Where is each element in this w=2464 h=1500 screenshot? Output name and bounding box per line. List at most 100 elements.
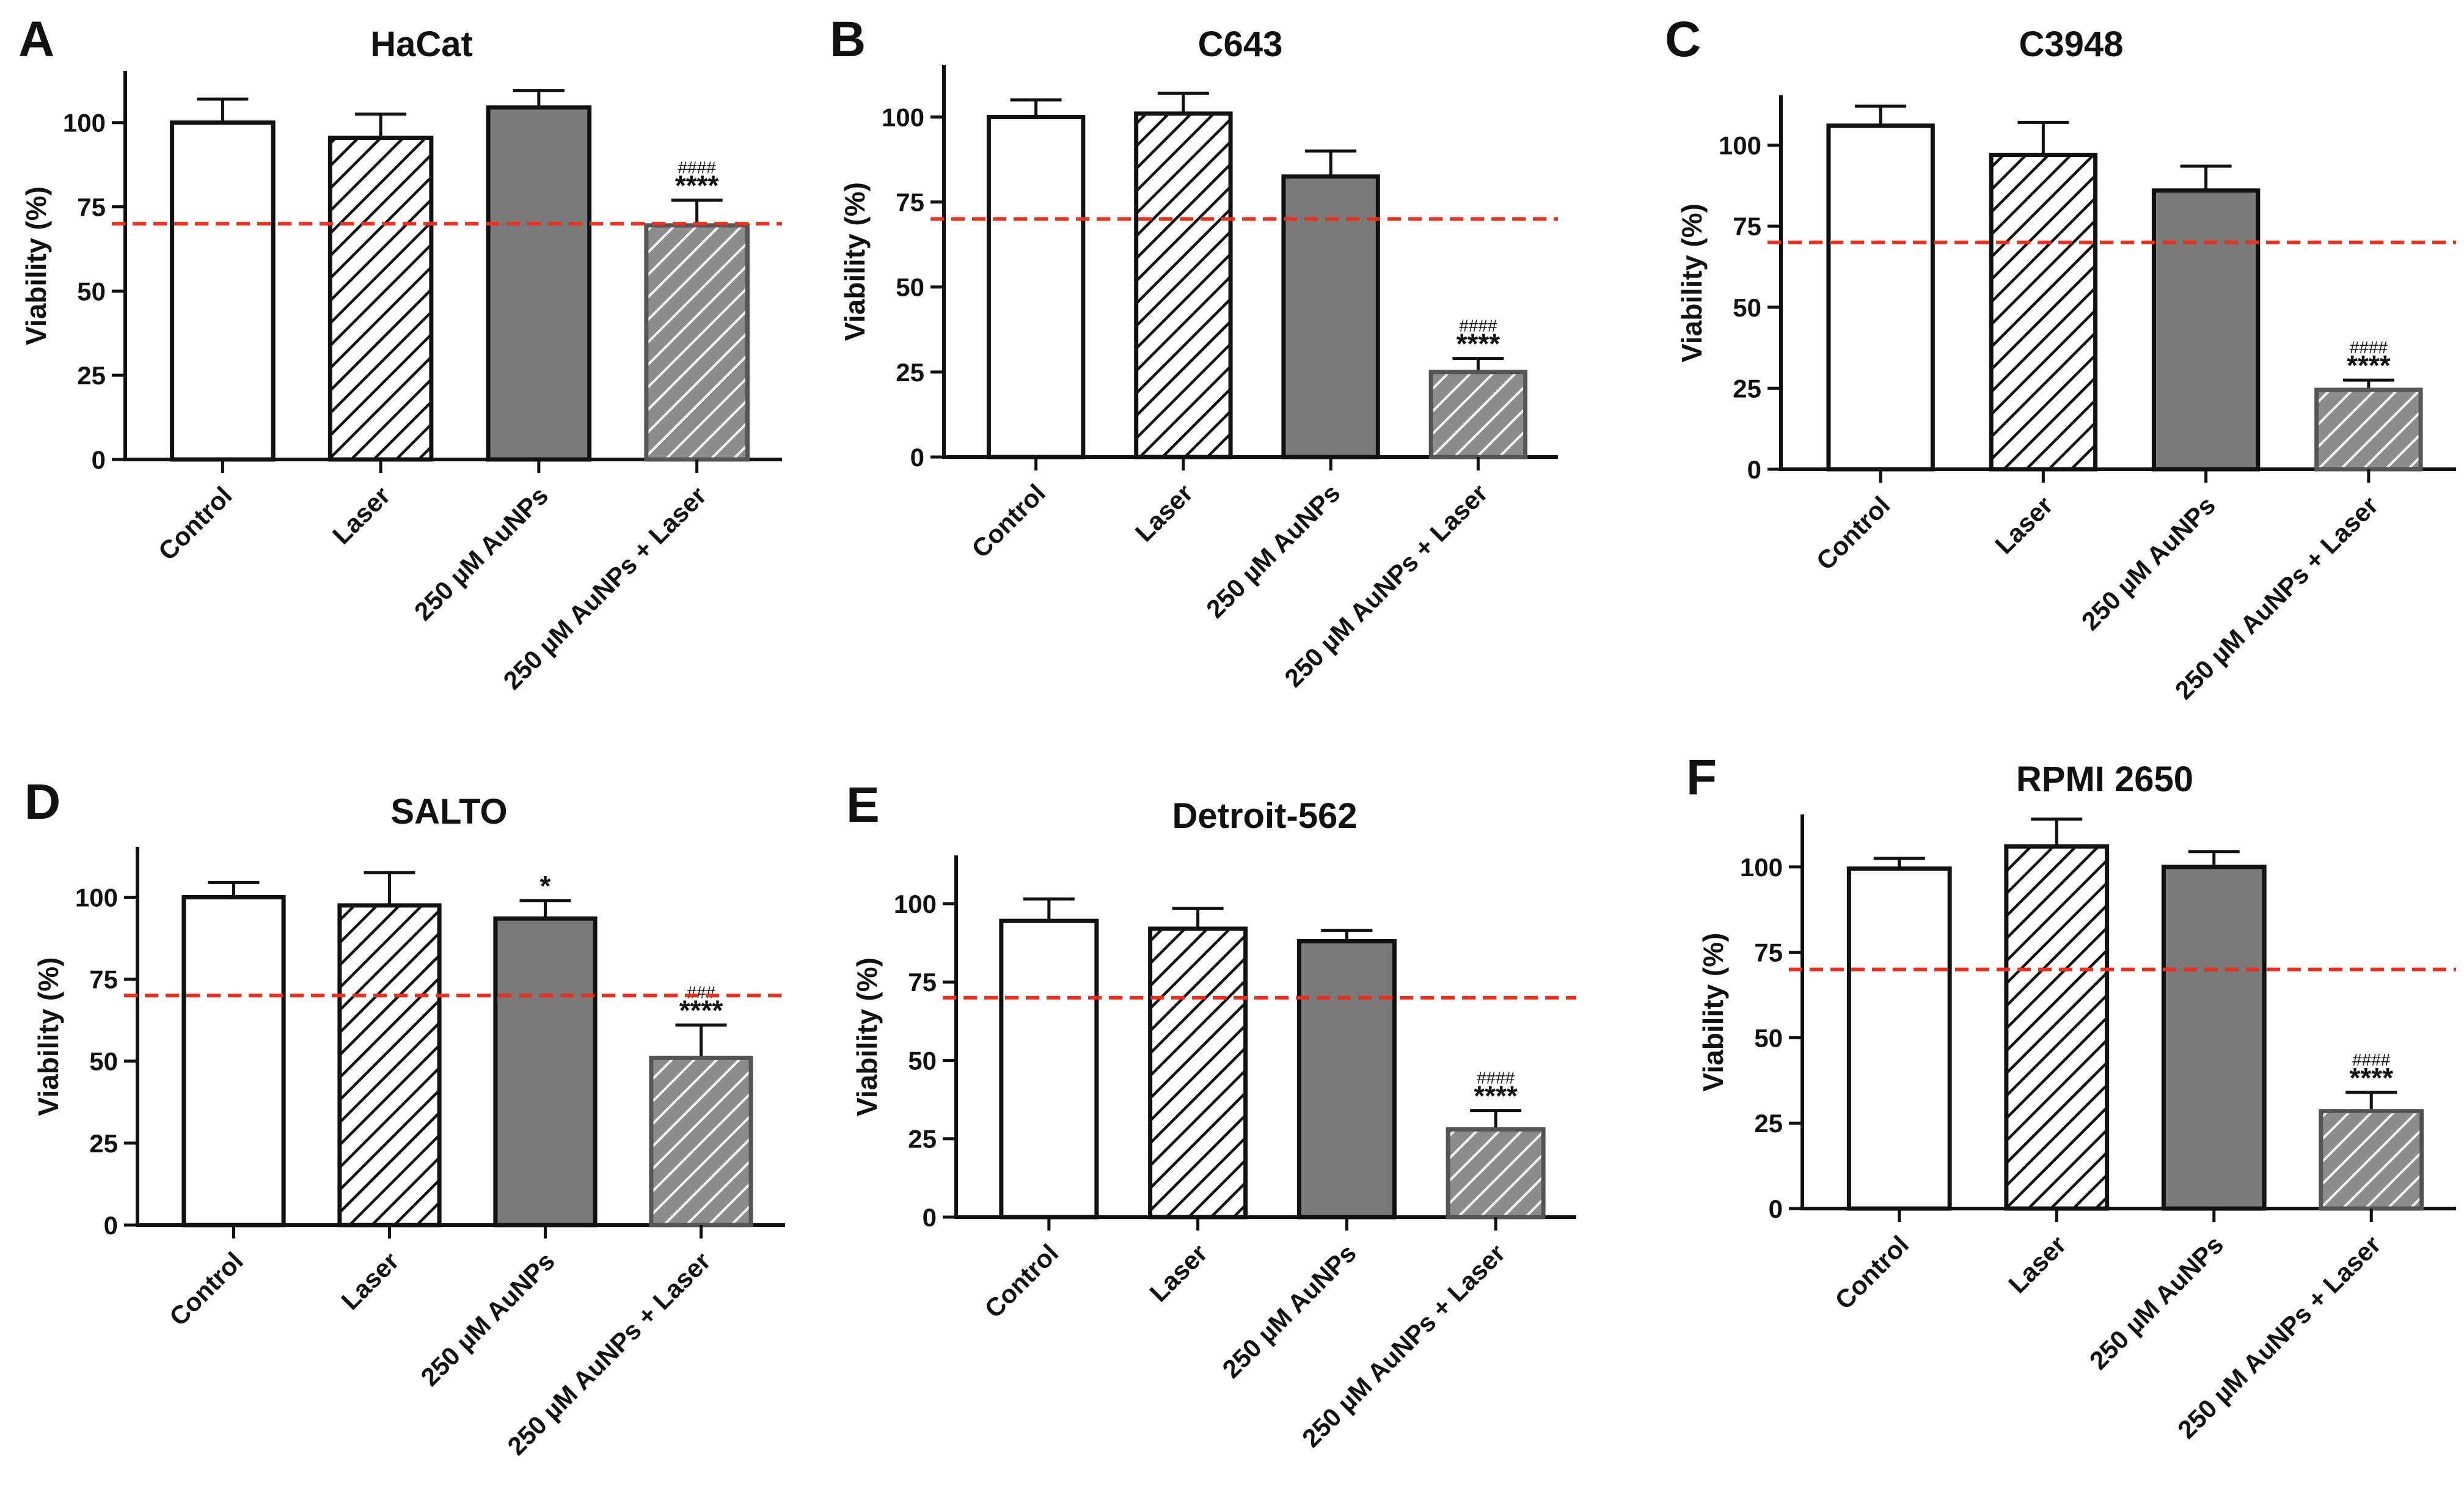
x-tick-label: Control	[164, 1246, 249, 1331]
x-tick-label: Control	[966, 478, 1051, 563]
x-tick-label: 250 µM AuNPs	[1201, 478, 1345, 623]
panel-letter: D	[24, 774, 60, 830]
y-tick-label: 100	[894, 890, 937, 918]
y-tick-label: 25	[89, 1129, 118, 1158]
significance-hashes: ####	[1459, 316, 1497, 335]
bar	[337, 903, 442, 1227]
x-tick-label: Control	[1811, 491, 1896, 576]
bar	[1826, 123, 1935, 472]
x-tick-label: Laser	[1989, 491, 2058, 559]
y-tick-label: 50	[1754, 1023, 1783, 1052]
panel-letter: F	[1686, 750, 1717, 805]
y-tick-label: 75	[1754, 938, 1783, 967]
bar	[1989, 152, 2098, 472]
bar	[649, 1055, 753, 1227]
panel-letter: B	[830, 12, 866, 67]
x-tick-label: 250 µM AuNPs	[415, 1246, 560, 1391]
chart-title: Detroit-562	[1172, 796, 1358, 836]
y-tick-label: 75	[896, 188, 924, 217]
y-tick-label: 25	[1754, 1109, 1783, 1138]
y-axis-label: Viability (%)	[1697, 933, 1729, 1092]
y-tick-label: 0	[923, 1203, 937, 1232]
bar	[2319, 1109, 2424, 1211]
x-tick-label: Laser	[327, 481, 395, 549]
x-tick-label: 250 µM AuNPs	[2084, 1230, 2229, 1375]
x-tick-label: Laser	[1130, 478, 1198, 547]
bar	[999, 918, 1099, 1220]
panel-letter: A	[18, 12, 54, 67]
bar	[181, 895, 286, 1227]
y-tick-label: 100	[1740, 853, 1783, 882]
y-tick-label: 75	[77, 193, 106, 222]
y-tick-label: 75	[1733, 212, 1761, 241]
y-tick-label: 50	[77, 277, 106, 305]
y-tick-label: 100	[1719, 131, 1761, 160]
bar	[486, 105, 592, 462]
x-tick-label: 250 µM AuNPs	[2076, 491, 2221, 635]
y-tick-label: 100	[882, 103, 924, 131]
bar	[1446, 1127, 1546, 1220]
y-tick-label: 25	[908, 1125, 937, 1154]
panel-letter: E	[846, 777, 880, 833]
y-axis-label: Viability (%)	[32, 957, 64, 1116]
significance-hashes: ####	[678, 158, 716, 177]
chart-title: C643	[1198, 24, 1283, 64]
bar	[1428, 370, 1528, 459]
significance-stars: ****	[1474, 1080, 1518, 1112]
y-tick-label: 25	[896, 358, 924, 387]
bar	[327, 136, 434, 462]
y-tick-label: 0	[92, 445, 106, 474]
panel-e: E Detroit-562 Viability (%) 0 25 50 75 100 Contr…	[846, 777, 1576, 1453]
bar	[644, 223, 750, 462]
panel-d: D SALTO Viability (%) 0 25 50 75 100 Control Lase…	[24, 774, 785, 1461]
bar	[2314, 387, 2423, 472]
y-axis-label: Viability (%)	[1676, 203, 1708, 362]
significance-stars: ****	[1457, 328, 1501, 360]
bar	[1134, 111, 1233, 459]
y-tick-label: 0	[910, 443, 924, 472]
y-tick-label: 50	[908, 1046, 937, 1075]
significance-hashes: ####	[2350, 338, 2388, 357]
bar	[2151, 188, 2261, 472]
bar	[493, 916, 598, 1227]
y-tick-label: 50	[89, 1047, 118, 1076]
significance-stars: ****	[2347, 349, 2391, 381]
chart-title: C3948	[2019, 24, 2124, 64]
y-tick-label: 50	[896, 273, 924, 302]
bar	[2161, 865, 2267, 1211]
x-tick-label: Laser	[335, 1246, 404, 1315]
significance-hashes: ####	[1477, 1069, 1515, 1088]
significance-stars: ****	[2349, 1062, 2393, 1094]
y-axis-label: Viability (%)	[839, 182, 871, 341]
y-tick-label: 100	[75, 883, 118, 912]
significance-hashes: ###	[687, 983, 715, 1002]
bar	[2004, 844, 2110, 1211]
x-tick-label: 250 µM AuNPs	[1216, 1238, 1361, 1383]
panel-a: A HaCat Viability (%) 0 25 50 75 100 Control Lase…	[18, 12, 782, 695]
bar	[170, 120, 276, 462]
y-tick-label: 75	[89, 965, 118, 994]
x-tick-label: Control	[1829, 1230, 1914, 1315]
x-tick-label: Control	[153, 481, 238, 566]
x-tick-label: 250 µM AuNPs	[409, 481, 554, 626]
y-axis-label: Viability (%)	[851, 957, 883, 1116]
y-tick-label: 25	[77, 361, 106, 390]
significance-hashes: ####	[2352, 1050, 2391, 1069]
bar	[986, 114, 1086, 459]
significance-stars: ****	[679, 995, 723, 1026]
chart-title: SALTO	[390, 792, 507, 832]
panel-f: F RPMI 2650 Viability (%) 0 25 50 75 100 Control…	[1686, 750, 2456, 1444]
y-tick-label: 50	[1733, 293, 1761, 322]
significance-stars: ****	[675, 169, 719, 201]
y-tick-label: 25	[1733, 374, 1761, 403]
x-tick-label: Control	[979, 1238, 1064, 1323]
bar	[1148, 926, 1248, 1220]
y-tick-label: 0	[1747, 455, 1761, 484]
significance-stars: *	[540, 870, 551, 902]
bar	[1296, 939, 1397, 1220]
y-tick-label: 75	[908, 968, 937, 997]
panel-b: B C643 Viability (%) 0 25 50 75 100 Control Laser…	[830, 12, 1558, 693]
bar	[1846, 866, 1952, 1211]
panel-c: C C3948 Viability (%) 0 25 50 75 100 Control Lase…	[1665, 12, 2456, 705]
